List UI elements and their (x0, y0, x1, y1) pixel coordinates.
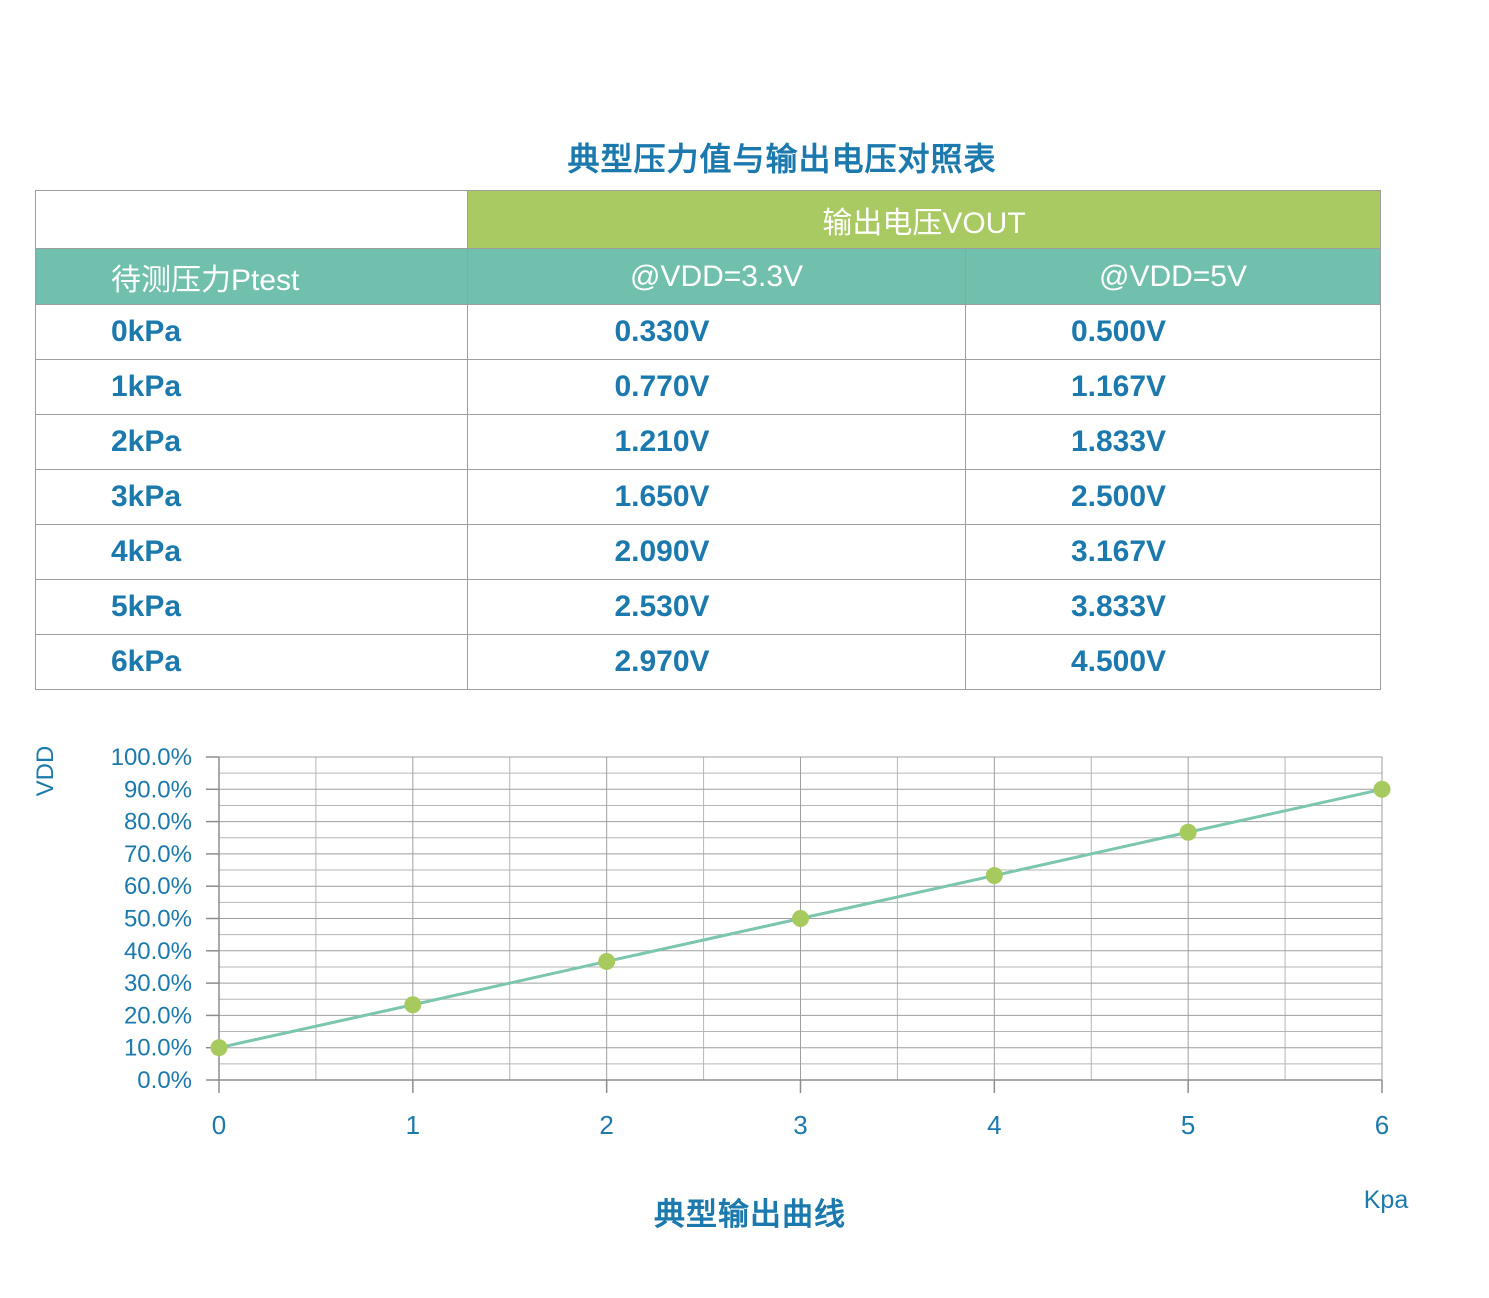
pressure-cell: 6kPa (35, 634, 468, 690)
x-axis-label: Kpa (1363, 1186, 1409, 1214)
x-tick-label: 5 (1181, 1110, 1195, 1140)
vout33-cell: 2.530V (467, 579, 966, 635)
table-row: 5kPa 2.530V 3.833V (35, 579, 1381, 635)
vout33-cell: 1.650V (467, 469, 966, 525)
pressure-cell: 3kPa (35, 469, 468, 525)
data-series (210, 780, 1391, 1057)
y-tick-label: 100.0% (111, 744, 192, 771)
vout5-cell: 3.833V (965, 579, 1381, 635)
table-row: 输出电压VOUT (35, 190, 1381, 249)
table-row: 2kPa 1.210V 1.833V (35, 414, 1381, 470)
data-point-marker (1179, 823, 1197, 841)
x-tick-label: 1 (406, 1110, 420, 1140)
vdd33-header-cell: @VDD=3.3V (467, 248, 966, 305)
vout5-cell: 3.167V (965, 524, 1381, 580)
y-tick-label: 80.0% (124, 809, 192, 836)
table-row: 6kPa 2.970V 4.500V (35, 634, 1381, 690)
table-row: 3kPa 1.650V 2.500V (35, 469, 1381, 525)
table-row: 待测压力Ptest @VDD=3.3V @VDD=5V (35, 248, 1381, 305)
vout5-cell: 0.500V (965, 304, 1381, 360)
vout33-cell: 1.210V (467, 414, 966, 470)
y-tick-label: 50.0% (124, 906, 192, 933)
vout5-cell: 2.500V (965, 469, 1381, 525)
y-tick-label: 40.0% (124, 938, 192, 965)
vout33-cell: 2.970V (467, 634, 966, 690)
y-tick-label: 20.0% (124, 1002, 192, 1029)
vout-header-cell: 输出电压VOUT (467, 190, 1381, 249)
data-point-marker (598, 952, 616, 970)
page-title: 典型压力值与输出电压对照表 (567, 141, 997, 177)
y-axis-label: VDD (32, 745, 59, 797)
vout33-cell: 0.770V (467, 359, 966, 415)
y-tick-label: 60.0% (124, 873, 192, 900)
pressure-cell: 0kPa (35, 304, 468, 360)
pressure-cell: 5kPa (35, 579, 468, 635)
data-point-marker (210, 1039, 228, 1057)
y-tick-label: 90.0% (124, 776, 192, 803)
y-tick-label: 10.0% (124, 1035, 192, 1062)
tick-marks (206, 756, 1383, 1093)
y-tick-label: 30.0% (124, 970, 192, 997)
x-tick-label: 3 (793, 1110, 807, 1140)
data-point-marker (792, 910, 809, 927)
pressure-cell: 2kPa (35, 414, 468, 470)
data-point-marker (985, 867, 1003, 885)
pressure-voltage-table: 输出电压VOUT 待测压力Ptest @VDD=3.3V @VDD=5V 0kP… (35, 190, 1381, 690)
data-point-marker (404, 996, 422, 1014)
vout5-cell: 1.167V (965, 359, 1381, 415)
tick-labels: 100.0%90.0%80.0%70.0%60.0%50.0%40.0%30.0… (111, 744, 1390, 1140)
chart-title: 典型输出曲线 (654, 1197, 846, 1232)
y-tick-label: 0.0% (137, 1067, 192, 1094)
vdd5-header-cell: @VDD=5V (965, 248, 1381, 305)
x-tick-label: 0 (212, 1110, 226, 1140)
x-tick-label: 2 (599, 1110, 613, 1140)
blank-cell (35, 190, 468, 249)
data-point-marker (1373, 780, 1391, 798)
vout5-cell: 1.833V (965, 414, 1381, 470)
vout5-cell: 4.500V (965, 634, 1381, 690)
table-row: 0kPa 0.330V 0.500V (35, 304, 1381, 360)
x-tick-label: 4 (987, 1110, 1001, 1140)
x-tick-label: 6 (1375, 1110, 1389, 1140)
y-tick-label: 70.0% (124, 841, 192, 868)
